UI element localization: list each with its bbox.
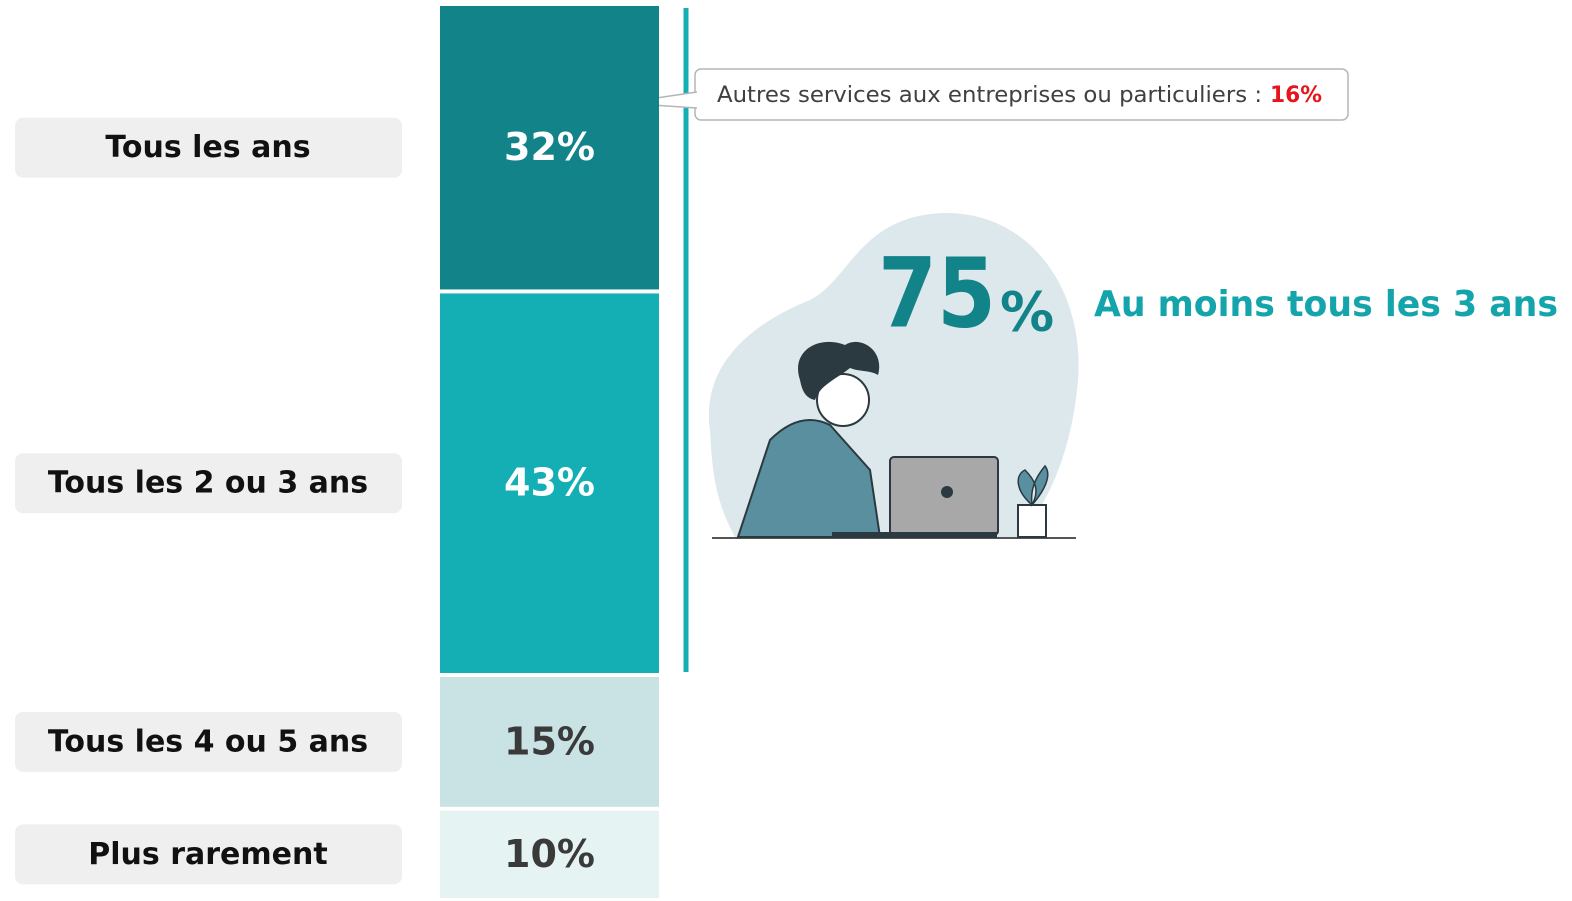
value-label: 10% [504,832,595,876]
chart: Autres services aux entreprises ou parti… [0,0,1572,901]
value-label: 32% [504,125,595,169]
value-label: 15% [504,719,595,763]
category-label: Tous les 4 ou 5 ans [48,724,368,759]
category-label: Tous les ans [105,130,310,165]
value-label: 43% [504,461,595,505]
highlight-number: 75 [878,237,996,349]
callout: Autres services aux entreprises ou parti… [622,69,1348,120]
highlight-unit: % [1000,281,1054,344]
callout-value: 16% [1270,83,1322,108]
category-label: Tous les 2 ou 3 ans [48,466,368,501]
category-label: Plus rarement [88,837,327,872]
highlight-text: Au moins tous les 3 ans [1094,284,1558,325]
callout-text: Autres services aux entreprises ou parti… [717,83,1262,108]
